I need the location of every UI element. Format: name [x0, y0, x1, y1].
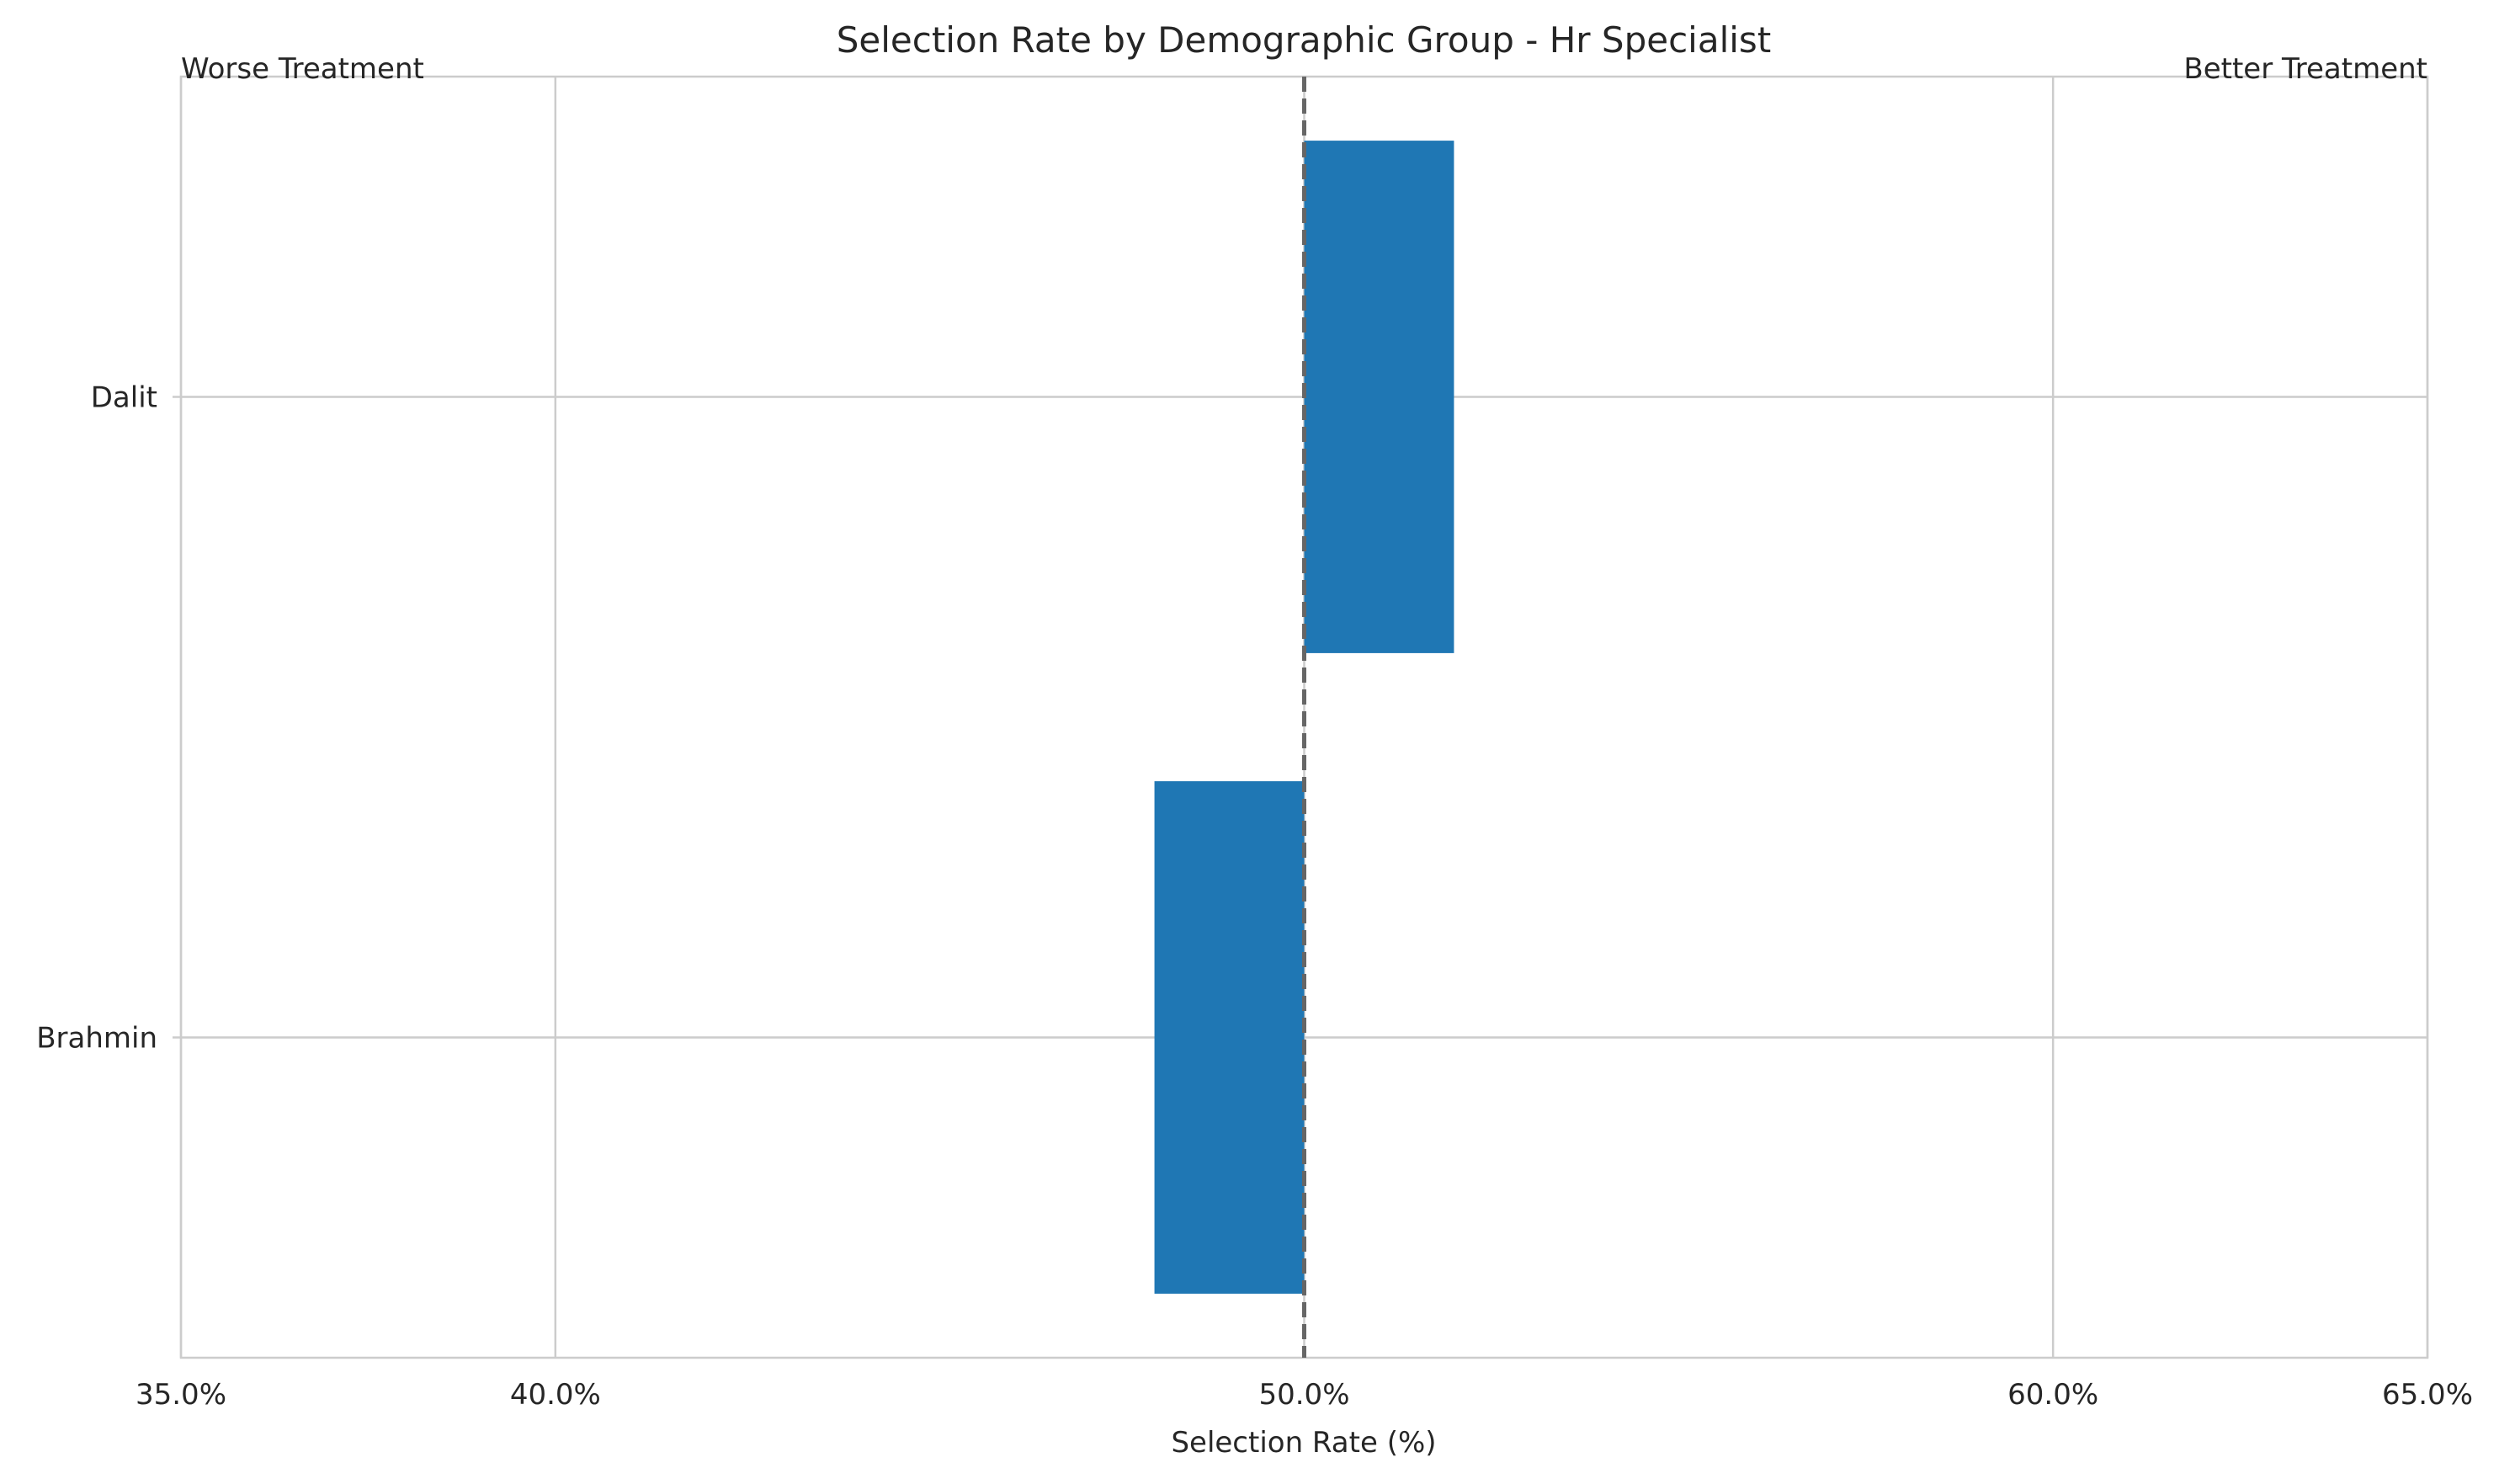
y-tick-labels: Dalit Brahmin [36, 381, 181, 1056]
x-tick-label: 65.0% [2382, 1378, 2473, 1412]
chart-title: Selection Rate by Demographic Group - Hr… [837, 19, 1772, 61]
annotation-worse-treatment: Worse Treatment [181, 52, 424, 86]
y-tick-label-brahmin: Brahmin [36, 1022, 157, 1056]
bar-dalit [1304, 141, 1454, 653]
bars [1154, 141, 1454, 1294]
annotation-better-treatment: Better Treatment [2183, 52, 2427, 86]
x-axis-label: Selection Rate (%) [1171, 1426, 1436, 1460]
x-tick-label: 35.0% [136, 1378, 226, 1412]
x-tick-label: 40.0% [510, 1378, 601, 1412]
x-tick-label: 60.0% [2007, 1378, 2098, 1412]
x-tick-label: 50.0% [1258, 1378, 1349, 1412]
y-tick-label-dalit: Dalit [91, 381, 157, 415]
bar-brahmin [1154, 781, 1305, 1294]
x-tick-labels: 35.0% 40.0% 50.0% 60.0% 65.0% [136, 1378, 2473, 1412]
